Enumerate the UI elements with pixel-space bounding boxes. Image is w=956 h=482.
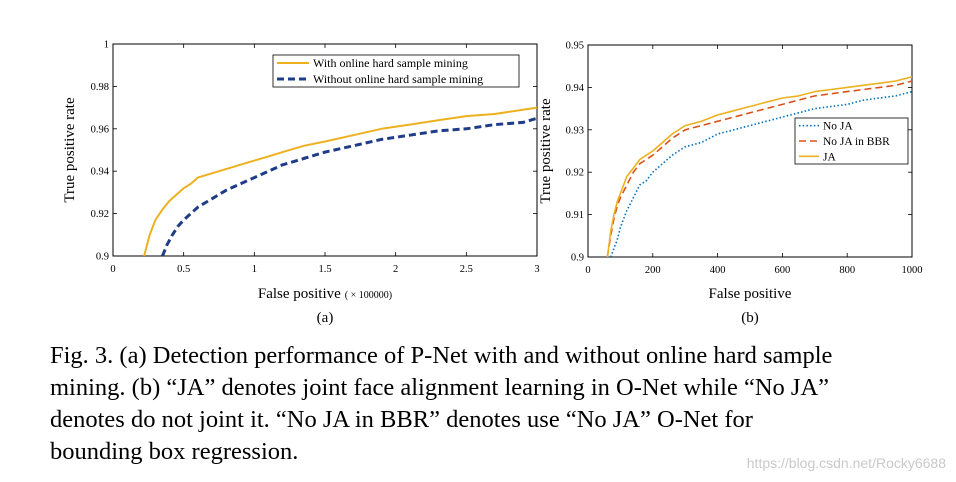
x-tick-label: 0 <box>585 265 590 276</box>
y-tick-label: 0.92 <box>566 168 584 179</box>
panel-b-chart: 0 200 400 600 800 1000 0.9 0.91 0.92 0.93 0.94 0.95… <box>538 41 923 327</box>
series-line-1 <box>143 106 537 256</box>
legend-box <box>272 54 520 88</box>
axes-box <box>587 44 913 258</box>
y-tick-label: 0.96 <box>91 124 109 135</box>
x-tick-label: 800 <box>839 265 855 276</box>
legend-label-2: Without online hard sample mining <box>313 72 483 86</box>
plot-area <box>143 106 537 256</box>
caption-line-1: Fig. 3. (a) Detection performance of P-N… <box>50 342 833 369</box>
legend-label-3: JA <box>823 151 836 163</box>
x-axis-unit: ( × 100000) <box>345 290 392 301</box>
series-line-1 <box>609 90 912 257</box>
series-line-2 <box>606 80 912 257</box>
y-tick-label: 0.94 <box>566 83 585 94</box>
y-tick-label: 1 <box>104 40 109 51</box>
x-tick-label: 1000 <box>902 265 923 276</box>
plot-area <box>606 76 912 257</box>
legend-label-1: No JA <box>823 121 853 133</box>
panel-label: (b) <box>741 310 759 326</box>
x-tick-label: 0 <box>110 264 115 275</box>
series-line-2 <box>161 116 537 256</box>
y-axis-label: True positive rate <box>62 97 78 203</box>
caption-line-2: mining. (b) “JA” denotes joint face alig… <box>50 374 830 401</box>
legend-label-2: No JA in BBR <box>823 136 890 148</box>
x-tick-label: 600 <box>775 265 791 276</box>
y-tick-label: 0.9 <box>96 252 109 263</box>
y-tick-label: 0.9 <box>571 253 584 264</box>
x-tick-label: 200 <box>645 265 661 276</box>
x-axis-label: False positive( × 100000) <box>258 286 392 302</box>
y-axis-label: True positive rate <box>538 98 554 204</box>
panel-label: (a) <box>317 310 334 326</box>
x-tick-label: 3 <box>534 264 539 275</box>
y-tick-label: 0.91 <box>566 210 584 221</box>
panel-a-chart: 0 0.5 1 1.5 2 2.5 3 0.9 0.92 0.94 0.96 0.98 1 With on… <box>62 40 540 327</box>
figure: 0 0.5 1 1.5 2 2.5 3 0.9 0.92 0.94 0.96 0.98 1 With on… <box>62 40 923 327</box>
x-tick-label: 0.5 <box>177 264 190 275</box>
x-tick-label: 2 <box>393 264 398 275</box>
y-tick-label: 0.92 <box>91 209 109 220</box>
legend-label-1: With online hard sample mining <box>313 56 468 70</box>
x-tick-label: 1 <box>252 264 257 275</box>
watermark: https://blog.csdn.net/Rocky6688 <box>746 455 946 471</box>
y-tick-label: 0.98 <box>91 82 109 93</box>
caption-line-3: denotes do not joint it. “No JA in BBR” … <box>50 406 753 433</box>
series-line-3 <box>606 76 912 257</box>
x-tick-label: 400 <box>710 265 726 276</box>
figure-caption: Fig. 3. (a) Detection performance of P-N… <box>50 340 940 468</box>
caption-line-4: bounding box regression. <box>50 438 299 465</box>
x-axis-label: False positive <box>709 286 792 302</box>
y-tick-label: 0.94 <box>91 167 110 178</box>
y-tick-label: 0.95 <box>566 41 584 52</box>
x-tick-label: 1.5 <box>318 264 331 275</box>
x-tick-label: 2.5 <box>460 264 473 275</box>
y-tick-label: 0.93 <box>566 125 584 136</box>
